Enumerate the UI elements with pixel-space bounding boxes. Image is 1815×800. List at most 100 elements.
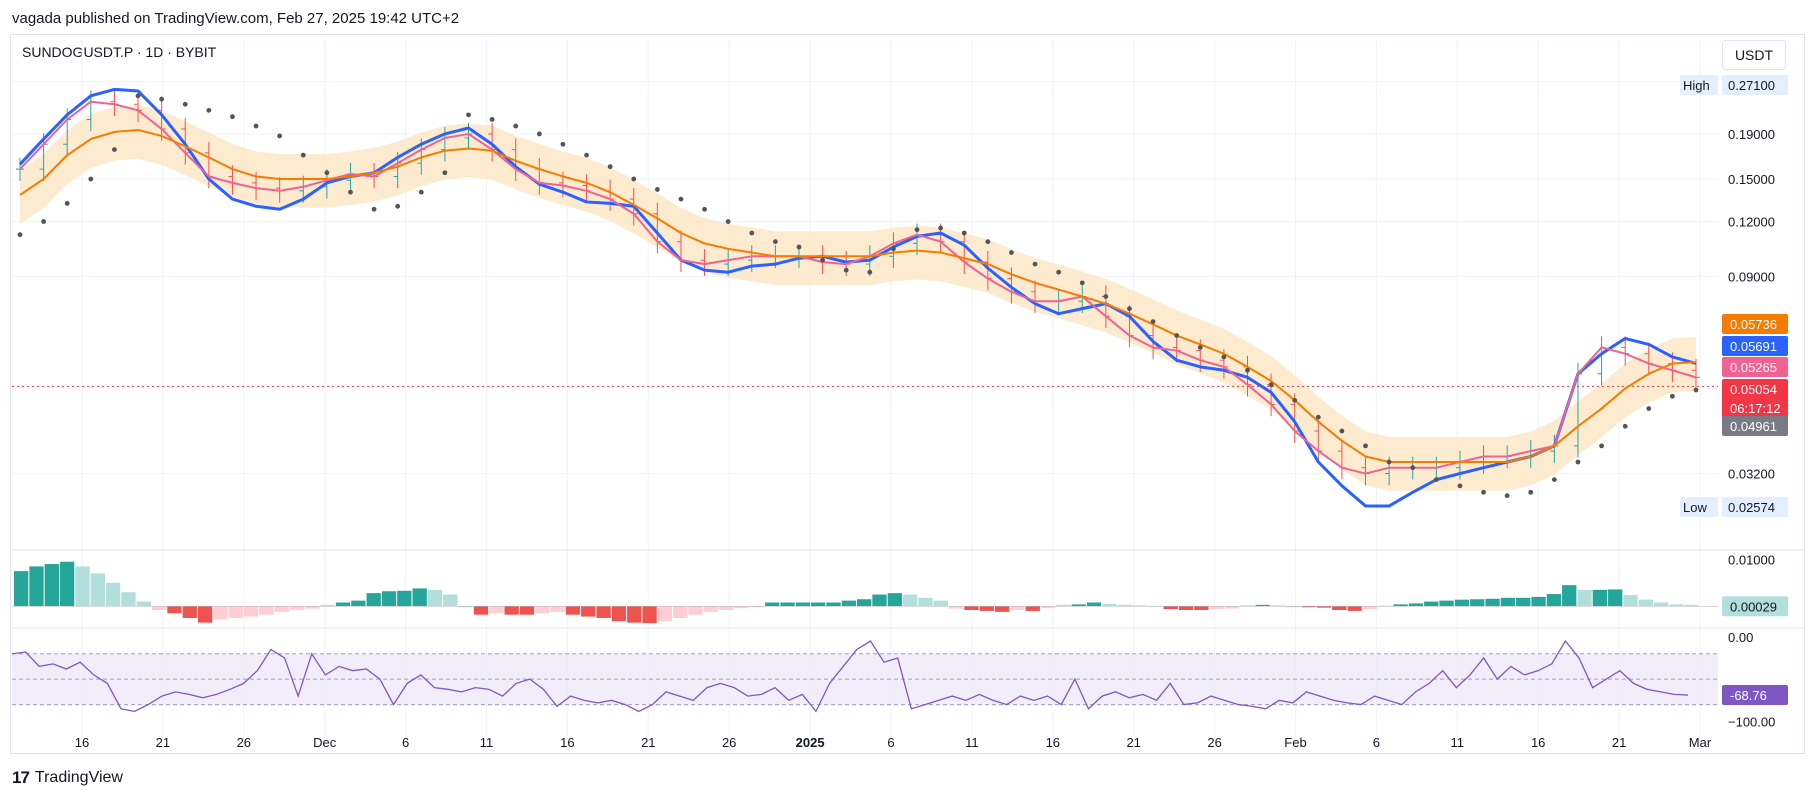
x-tick-label: 16 [1046,735,1060,750]
psar-dot [843,267,849,273]
x-tick-label: 6 [887,735,894,750]
macd-bar [1102,603,1117,607]
macd-bar [596,606,611,618]
macd-bar [1684,604,1699,607]
marker-value-bg [1722,75,1788,95]
y-tick-label: 0.15000 [1728,172,1775,187]
macd-bar [243,606,259,617]
psar-dot [654,187,660,192]
macd-bar [887,593,902,607]
macd-bar [443,594,458,607]
psar-dot [1292,397,1298,403]
macd-bar [1393,604,1408,607]
macd-bar [75,566,90,607]
macd-bar [550,606,565,612]
psar-dot [891,246,896,252]
psar-dot [442,170,448,176]
macd-bar [412,588,427,607]
macd-bar [948,606,964,609]
macd-bar [305,606,320,609]
macd-bar [688,606,703,615]
psar-dot [1245,367,1250,373]
psar-dot [1457,483,1463,489]
x-tick-label: 11 [480,735,494,750]
macd-bar [1608,589,1623,607]
tradingview-logo[interactable]: 17 TradingView [12,768,123,788]
macd-bar [933,600,948,607]
psar-dot [1646,406,1652,411]
oscillator-tick-label: −100.00 [1728,715,1775,730]
x-tick-label: 21 [1612,735,1626,750]
macd-bar [657,606,673,622]
macd-bar [1209,606,1224,610]
last-value-tag [1722,379,1788,419]
macd-bar [857,599,872,607]
x-tick-label: 21 [1126,735,1140,750]
macd-bar [1332,606,1347,610]
x-tick-label: 26 [722,735,736,750]
x-tick-label: 6 [1373,735,1380,750]
macd-bar [1194,606,1209,610]
macd-bar [841,600,856,607]
tradingview-brand: TradingView [34,769,123,786]
x-tick-label: 6 [402,735,409,750]
psar-dot [914,227,920,233]
psar-dot [41,219,47,224]
macd-bar [719,606,734,610]
macd-bar [1485,598,1500,607]
psar-dot [1268,382,1274,388]
psar-dot [1197,345,1203,350]
currency-button[interactable]: USDT [1722,40,1786,70]
macd-bar [1500,597,1516,607]
last-value-tag [1722,357,1788,377]
macd-bar [213,606,228,620]
x-tick-label: 26 [237,735,251,750]
psar-dot [702,206,707,212]
psar-dot [1433,477,1439,483]
last-value-tag [1722,314,1788,334]
oscillator-line [11,639,1689,713]
psar-dot [1339,428,1345,434]
oscillator-last-value: -68.76 [1730,688,1767,703]
psar-dot [1410,465,1416,471]
macd-bar [1516,597,1531,607]
y-tick-label: 0.12000 [1728,215,1775,230]
macd-bar [535,606,550,614]
psar-dot [17,232,23,238]
psar-dot [772,239,778,245]
macd-bar [765,602,780,607]
psar-dot [584,152,589,158]
macd-bar [673,606,688,618]
last-value-text: 0.05265 [1730,360,1777,375]
last-value-tag [1722,336,1788,356]
macd-bar [734,606,749,609]
macd-bar [994,606,1010,612]
mid-ma-line [19,100,1697,475]
psar-dot [867,269,873,275]
psar-dot [796,244,802,250]
macd-bar [1086,602,1102,607]
macd-bar [366,593,381,607]
psar-dot [206,107,212,113]
macd-bar [811,602,826,607]
macd-bar [335,602,351,607]
last-value-text: 0.05691 [1730,339,1777,354]
psar-dot [324,170,330,176]
psar-dot [112,147,117,153]
macd-bar [780,602,795,607]
macd-bar [1056,604,1071,607]
psar-dot [725,219,731,224]
macd-bar [964,606,979,610]
psar-dot [88,176,94,182]
psar-dot [230,114,235,120]
macd-bar [1347,606,1362,611]
psar-dot [277,133,283,139]
marker-label-bg [1680,75,1718,95]
macd-bar [397,590,412,607]
chart-frame [10,34,1805,754]
x-tick-label: 16 [1531,735,1545,750]
macd-bar [795,602,811,607]
macd-bar [703,606,719,612]
macd-bar [489,606,504,614]
